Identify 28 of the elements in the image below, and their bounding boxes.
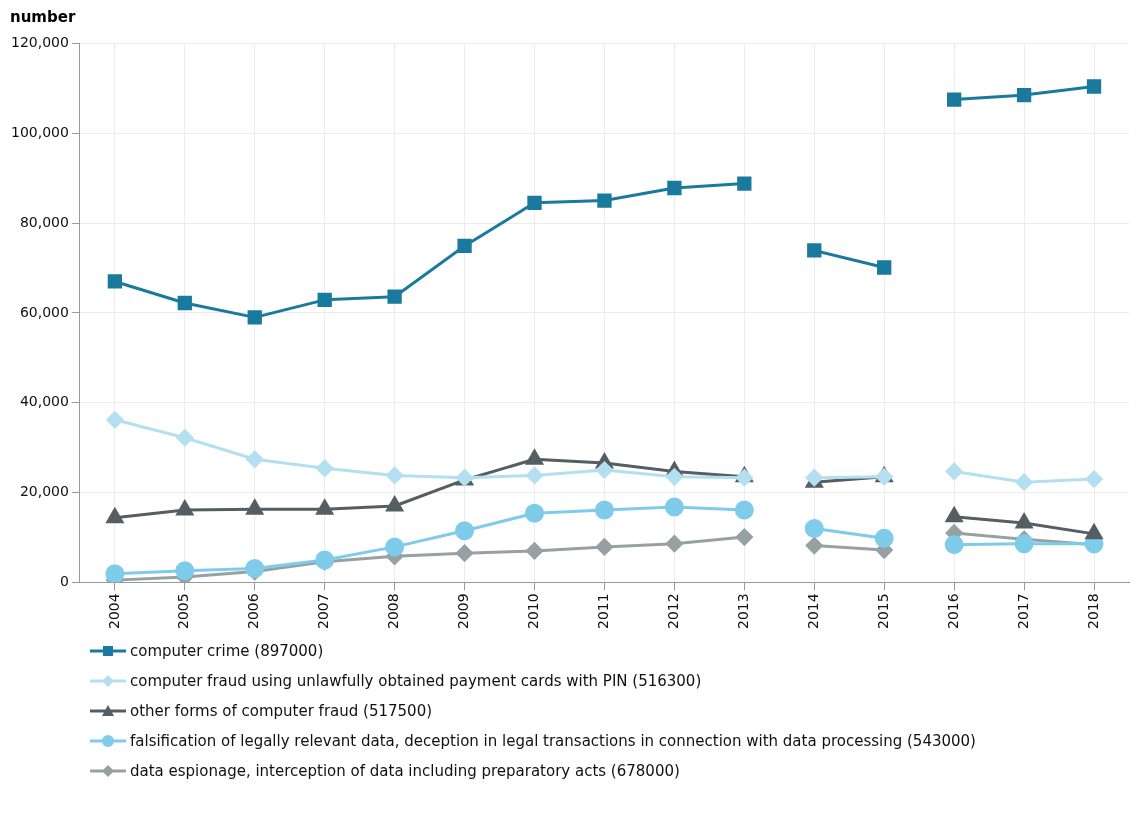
x-tick-label: 2014	[804, 593, 821, 630]
y-tick-label: 40,000	[19, 393, 69, 410]
y-tick-label: 60,000	[19, 303, 69, 320]
x-tick-label: 2011	[595, 593, 612, 630]
x-tick-label: 2009	[455, 593, 472, 630]
x-tick-label: 2007	[315, 593, 332, 630]
x-tick-label: 2006	[245, 593, 262, 630]
legend-label: computer crime (897000)	[130, 642, 324, 660]
legend-label: computer fraud using unlawfully obtained payment cards with PIN (516300)	[130, 672, 702, 690]
y-axis-title: number	[10, 8, 77, 28]
y-tick-label: 20,000	[19, 483, 69, 500]
x-tick-label: 2012	[665, 593, 682, 630]
x-tick-label: 2013	[734, 593, 751, 630]
y-tick-label: 0	[59, 573, 69, 590]
x-tick-label: 2004	[105, 593, 122, 630]
y-tick-label: 120,000	[10, 34, 69, 51]
x-tick-label: 2018	[1084, 593, 1101, 630]
legend-label: other forms of computer fraud (517500)	[130, 702, 433, 720]
y-tick-label: 80,000	[19, 213, 69, 230]
x-tick-label: 2015	[874, 593, 891, 630]
legend-label: falsification of legally relevant data, deception in legal transactions in connection with data processing (543000)	[130, 732, 976, 750]
x-tick-label: 2016	[944, 593, 961, 630]
y-tick-label: 100,000	[10, 123, 69, 140]
x-tick-label: 2008	[385, 593, 402, 630]
x-tick-label: 2010	[525, 593, 542, 630]
x-tick-label: 2005	[175, 593, 192, 630]
legend-label: data espionage, interception of data including preparatory acts (678000)	[130, 762, 680, 780]
x-tick-label: 2017	[1014, 593, 1031, 630]
